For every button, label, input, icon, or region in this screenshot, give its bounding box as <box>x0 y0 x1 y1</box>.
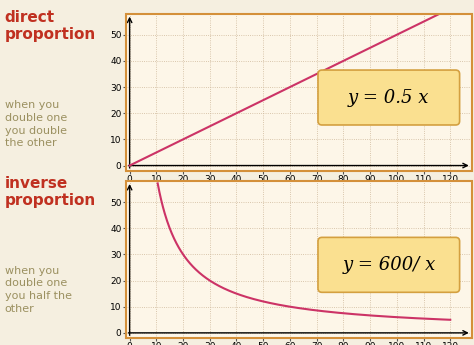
Text: y = 0.5 x: y = 0.5 x <box>348 89 429 107</box>
Text: when you
double one
you double
the other: when you double one you double the other <box>5 100 67 148</box>
FancyBboxPatch shape <box>318 70 460 125</box>
FancyBboxPatch shape <box>318 237 460 292</box>
Text: inverse
proportion: inverse proportion <box>5 176 96 208</box>
Text: y = 600/ x: y = 600/ x <box>342 256 436 274</box>
Text: when you
double one
you half the
other: when you double one you half the other <box>5 266 72 314</box>
Text: direct
proportion: direct proportion <box>5 10 96 42</box>
